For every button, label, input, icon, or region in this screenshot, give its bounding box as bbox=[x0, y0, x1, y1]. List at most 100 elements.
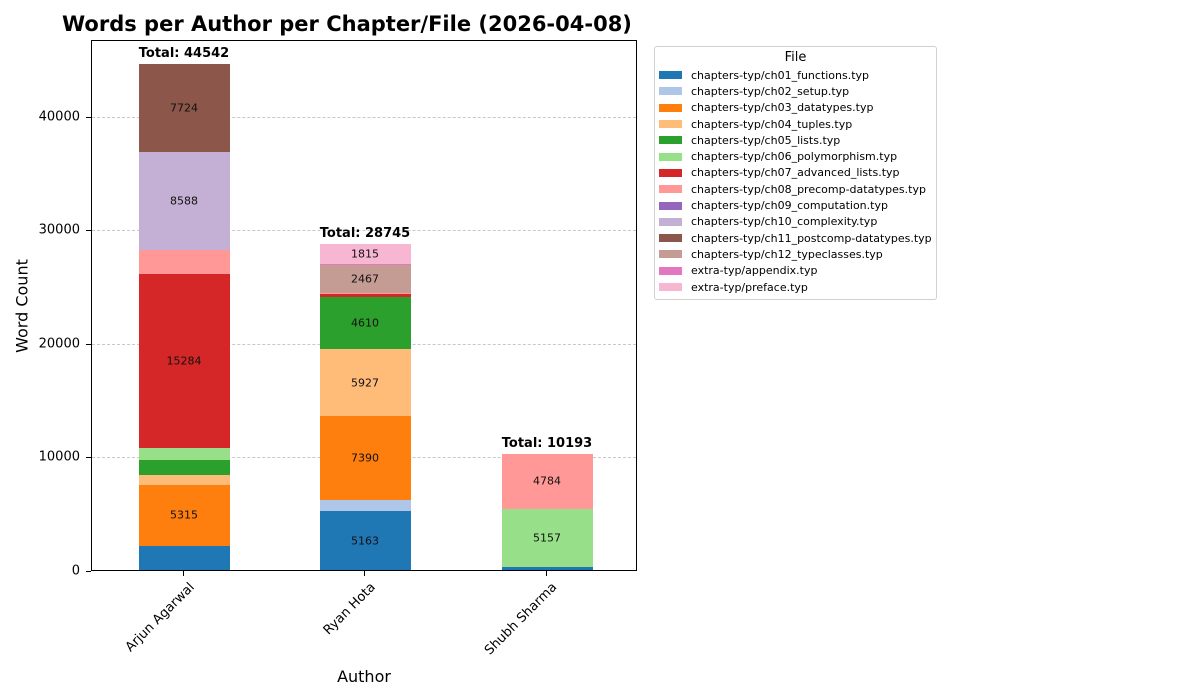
bar-segment: 7390 bbox=[319, 416, 411, 501]
legend-item: chapters-typ/ch04_tuples.typ bbox=[655, 116, 936, 132]
bar-ryan-hota: 5163 7390 5927 4610 2467 1815 bbox=[319, 243, 411, 570]
bar-segment bbox=[138, 545, 230, 570]
bar-segment: 2467 bbox=[319, 264, 411, 293]
legend-swatch-icon bbox=[659, 87, 682, 96]
x-tick-mark bbox=[546, 571, 547, 576]
gridline bbox=[92, 116, 636, 118]
bar-segment: 5315 bbox=[138, 485, 230, 546]
bar-segment: 8588 bbox=[138, 152, 230, 250]
legend-item: chapters-typ/ch07_advanced_lists.typ bbox=[655, 165, 936, 181]
x-tick-label: Ryan Hota bbox=[320, 580, 379, 639]
bar-segment bbox=[319, 500, 411, 512]
bar-total-label: Total: 10193 bbox=[501, 436, 593, 452]
legend-item: chapters-typ/ch05_lists.typ bbox=[655, 132, 936, 148]
segment-value-label: 8588 bbox=[170, 194, 198, 208]
x-tick-label: Arjun Agarwal bbox=[122, 580, 198, 656]
y-tick-mark bbox=[86, 457, 91, 459]
legend-item: chapters-typ/ch12_typeclasses.typ bbox=[655, 246, 936, 262]
bar-segment bbox=[138, 475, 230, 486]
legend-item: chapters-typ/ch10_complexity.typ bbox=[655, 214, 936, 230]
x-tick-mark bbox=[183, 571, 184, 576]
legend-swatch-icon bbox=[659, 283, 682, 291]
legend-swatch-icon bbox=[659, 217, 682, 226]
segment-value-label: 2467 bbox=[351, 272, 379, 286]
bar-segment bbox=[501, 567, 593, 570]
bar-segment: 4784 bbox=[501, 454, 593, 509]
gridline bbox=[92, 230, 636, 232]
bar-total-label: Total: 28745 bbox=[319, 225, 411, 241]
segment-value-label: 5163 bbox=[351, 534, 379, 548]
legend-label: chapters-typ/ch04_tuples.typ bbox=[691, 117, 853, 131]
x-tick-mark bbox=[364, 571, 365, 576]
legend-item: chapters-typ/ch03_datatypes.typ bbox=[655, 100, 936, 116]
x-axis-label: Author bbox=[337, 667, 391, 686]
legend-label: chapters-typ/ch08_precomp-datatypes.typ bbox=[691, 182, 926, 196]
legend-item: chapters-typ/ch09_computation.typ bbox=[655, 197, 936, 213]
bar-arjun-agarwal: 5315 15284 8588 7724 bbox=[138, 64, 230, 570]
bar-segment: 5157 bbox=[501, 508, 593, 568]
bar-segment: 4610 bbox=[319, 296, 411, 349]
legend-label: extra-typ/preface.typ bbox=[691, 280, 808, 294]
legend-swatch-icon bbox=[659, 152, 682, 161]
segment-value-label: 5927 bbox=[351, 376, 379, 390]
plot-area: 5315 15284 8588 7724 Total: 44542 5163 7390 592… bbox=[91, 40, 637, 571]
legend-label: chapters-typ/ch09_computation.typ bbox=[691, 199, 888, 213]
x-tick-label: Shubh Sharma bbox=[482, 580, 561, 659]
bar-segment bbox=[138, 447, 230, 460]
legend-label: chapters-typ/ch10_complexity.typ bbox=[691, 215, 878, 229]
y-tick-label: 0 bbox=[71, 563, 80, 579]
legend-item: chapters-typ/ch06_polymorphism.typ bbox=[655, 148, 936, 164]
bar-segment bbox=[138, 459, 230, 476]
legend-label: chapters-typ/ch06_polymorphism.typ bbox=[691, 150, 898, 164]
bar-segment: 1815 bbox=[319, 243, 411, 265]
legend-swatch-icon bbox=[659, 250, 682, 259]
legend-item: chapters-typ/ch08_precomp-datatypes.typ bbox=[655, 181, 936, 197]
legend-label: chapters-typ/ch02_setup.typ bbox=[691, 84, 850, 98]
bar-total-label: Total: 44542 bbox=[138, 46, 230, 62]
segment-value-label: 7724 bbox=[170, 101, 198, 115]
legend-items: chapters-typ/ch01_functions.typ chapters-… bbox=[655, 67, 936, 295]
y-tick-label: 30000 bbox=[38, 222, 80, 238]
legend-label: chapters-typ/ch01_functions.typ bbox=[691, 68, 870, 82]
bar-shubh-sharma: 5157 4784 bbox=[501, 454, 593, 570]
legend-item: chapters-typ/ch02_setup.typ bbox=[655, 83, 936, 99]
legend-label: chapters-typ/ch12_typeclasses.typ bbox=[691, 247, 883, 261]
segment-value-label: 15284 bbox=[166, 354, 202, 368]
legend-item: extra-typ/preface.typ bbox=[655, 279, 936, 295]
legend-label: extra-typ/appendix.typ bbox=[691, 264, 818, 278]
legend-swatch-icon bbox=[659, 168, 682, 177]
legend-swatch-icon bbox=[659, 201, 682, 210]
legend-label: chapters-typ/ch07_advanced_lists.typ bbox=[691, 166, 900, 180]
bar-segment: 7724 bbox=[138, 64, 230, 153]
y-tick-mark bbox=[86, 230, 91, 232]
bar-segment: 5927 bbox=[319, 348, 411, 417]
chart-title: Words per Author per Chapter/File (2026-… bbox=[62, 12, 632, 36]
legend-label: chapters-typ/ch03_datatypes.typ bbox=[691, 101, 874, 115]
y-tick-label: 40000 bbox=[38, 109, 80, 125]
legend-swatch-icon bbox=[659, 234, 682, 243]
legend: File chapters-typ/ch01_functions.typ chap… bbox=[654, 46, 937, 301]
legend-swatch-icon bbox=[659, 103, 682, 112]
y-tick-label: 20000 bbox=[38, 336, 80, 352]
legend-title: File bbox=[784, 50, 807, 65]
segment-value-label: 5157 bbox=[533, 531, 561, 545]
segment-value-label: 1815 bbox=[351, 247, 379, 261]
legend-item: extra-typ/appendix.typ bbox=[655, 263, 936, 279]
legend-swatch-icon bbox=[659, 266, 682, 275]
segment-value-label: 5315 bbox=[170, 508, 198, 522]
bar-segment bbox=[319, 293, 411, 297]
legend-swatch-icon bbox=[659, 185, 682, 194]
segment-value-label: 7390 bbox=[351, 451, 379, 465]
y-tick-label: 10000 bbox=[38, 449, 80, 465]
segment-value-label: 4784 bbox=[533, 474, 561, 488]
bar-segment bbox=[138, 249, 230, 275]
y-tick-mark bbox=[86, 116, 91, 118]
legend-swatch-icon bbox=[659, 120, 682, 129]
legend-swatch-icon bbox=[659, 71, 682, 80]
legend-item: chapters-typ/ch11_postcomp-datatypes.typ bbox=[655, 230, 936, 246]
bar-segment: 5163 bbox=[319, 511, 411, 570]
y-tick-mark bbox=[86, 343, 91, 345]
segment-value-label: 4610 bbox=[351, 316, 379, 330]
legend-item: chapters-typ/ch01_functions.typ bbox=[655, 67, 936, 83]
y-tick-mark bbox=[86, 571, 91, 572]
